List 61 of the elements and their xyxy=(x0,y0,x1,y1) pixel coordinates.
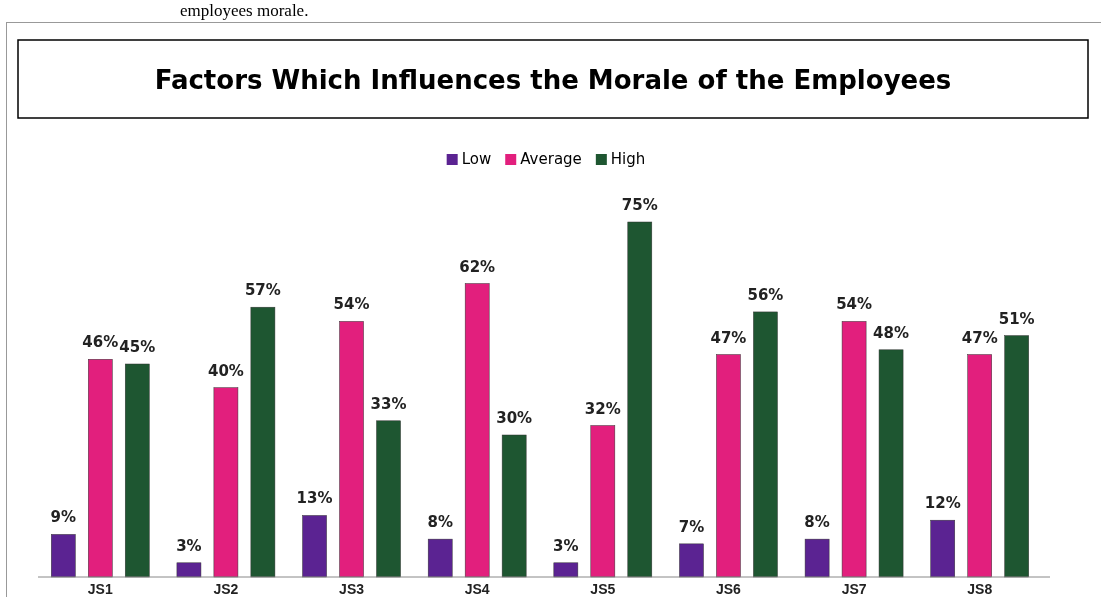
bar xyxy=(88,359,113,578)
data-label: 12% xyxy=(924,494,961,513)
data-label: 45% xyxy=(119,338,156,356)
bar xyxy=(376,420,401,578)
data-label: 54% xyxy=(836,295,873,314)
text: employees morale. xyxy=(180,1,309,20)
data-label: 3% xyxy=(553,536,579,555)
x-tick-label: JS4 xyxy=(464,581,490,597)
bar xyxy=(753,311,778,578)
legend-label: Low xyxy=(461,150,492,168)
data-label: 13% xyxy=(296,489,333,508)
bar xyxy=(51,534,76,578)
bar xyxy=(804,538,830,578)
data-label: 8% xyxy=(804,513,830,532)
data-label: 48% xyxy=(873,323,910,342)
bar xyxy=(302,515,327,578)
legend-label: Average xyxy=(520,150,582,168)
bar xyxy=(250,306,276,578)
bar xyxy=(501,434,527,578)
data-label: 57% xyxy=(244,281,281,300)
bar xyxy=(213,387,239,578)
bar xyxy=(841,321,867,578)
bar xyxy=(967,354,992,578)
legend-label: High xyxy=(610,150,646,168)
data-label: 54% xyxy=(333,295,370,314)
data-label: 51% xyxy=(998,309,1035,328)
data-label: 56% xyxy=(747,285,784,304)
data-label: 47% xyxy=(961,328,998,347)
data-label: 32% xyxy=(584,399,621,418)
data-label: 75% xyxy=(621,196,658,214)
data-label: 47% xyxy=(710,328,747,347)
chart-title: Factors Which Influences the Morale of the Employees xyxy=(154,65,952,95)
bar xyxy=(553,562,579,578)
bar xyxy=(590,425,616,578)
bar xyxy=(464,283,490,578)
data-label: 3% xyxy=(176,536,202,555)
bar xyxy=(1004,335,1029,578)
data-label: 33% xyxy=(370,394,407,413)
data-label: 30% xyxy=(496,409,533,427)
data-label: 46% xyxy=(82,333,119,352)
data-label: 9% xyxy=(50,508,77,527)
x-tick-label: JS3 xyxy=(339,581,365,597)
bar xyxy=(124,363,150,578)
bar xyxy=(176,562,202,578)
x-tick-label: JS6 xyxy=(715,581,742,597)
data-label: 7% xyxy=(678,517,705,536)
data-label: 40% xyxy=(207,361,244,380)
bar xyxy=(339,321,364,578)
data-label: 62% xyxy=(459,257,496,276)
x-tick-label: JS1 xyxy=(87,581,113,597)
bar xyxy=(679,543,704,578)
data-label: 8% xyxy=(427,513,453,532)
bar xyxy=(427,538,453,578)
x-tick-label: JS8 xyxy=(967,581,993,597)
bar xyxy=(878,349,904,578)
bar xyxy=(716,354,741,578)
bar xyxy=(627,221,653,578)
x-tick-label: JS7 xyxy=(841,581,867,597)
x-tick-label: JS2 xyxy=(213,581,239,597)
bar xyxy=(930,519,956,578)
x-tick-label: JS5 xyxy=(590,581,616,597)
